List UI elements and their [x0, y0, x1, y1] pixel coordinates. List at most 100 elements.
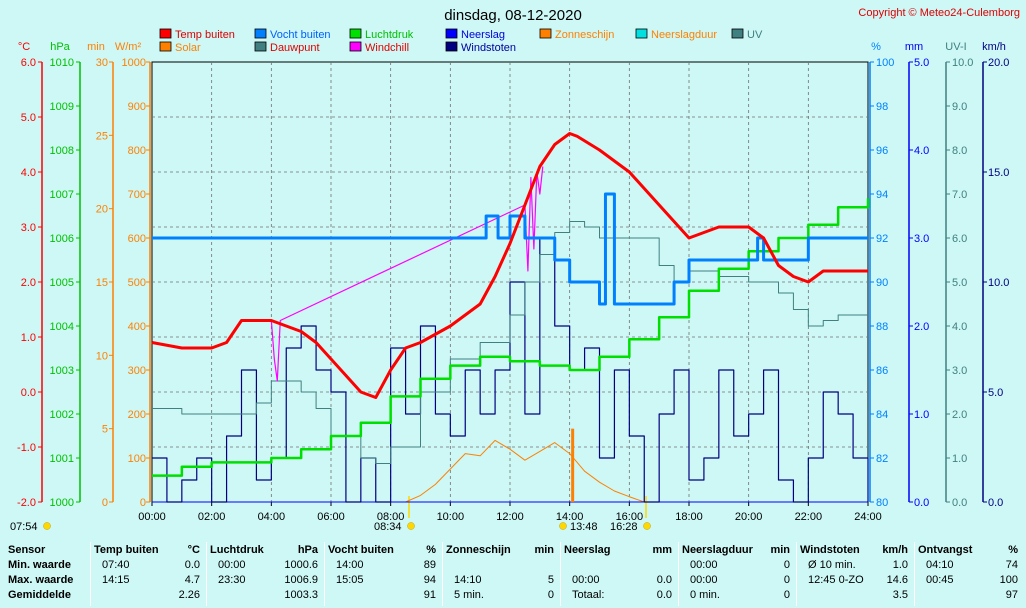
- humidity-axis-tick-label: 82: [876, 453, 888, 465]
- time-tick-label: 20:00: [735, 511, 763, 523]
- footer-column-header: Ontvangst: [918, 544, 973, 556]
- footer-value: 5: [547, 574, 554, 586]
- sun-icon: [559, 522, 567, 530]
- humidity-axis-tick-label: 94: [876, 189, 888, 201]
- footer-column-windstoten: Windstoten km/h Ø 10 min. 1.0 12:45 0-ZO 14.6…: [800, 540, 912, 608]
- footer-column-temp-buiten: Temp buiten °C 07:40 0.0 14:15 4.7 2.26: [94, 540, 204, 608]
- solar-axis-unit: W/m²: [115, 41, 142, 53]
- footer-value: 3.5: [892, 589, 908, 601]
- legend-label: Windstoten: [461, 42, 516, 54]
- footer-column-header: Neerslagduur: [682, 544, 753, 556]
- rain-axis-tick-label: 3.0: [914, 233, 929, 245]
- humidity-axis-tick-label: 80: [876, 497, 888, 509]
- footer-separator: [442, 542, 443, 606]
- footer-time: 00:00: [572, 574, 600, 586]
- footer-column-header: Luchtdruk: [210, 544, 264, 556]
- footer-value: 91: [423, 589, 436, 601]
- footer-value: 0: [783, 574, 790, 586]
- sun-marker-label: 08:34: [374, 521, 402, 533]
- temp-axis-unit: °C: [18, 41, 30, 53]
- uv-axis-tick-label: 6.0: [952, 233, 967, 245]
- solar-axis-tick-label: 300: [128, 365, 146, 377]
- footer-value: 4.7: [184, 574, 200, 586]
- footer-value: 0: [783, 589, 790, 601]
- humidity-axis-tick-label: 98: [876, 101, 888, 113]
- sunshine-axis-tick-label: 0: [102, 497, 108, 509]
- footer-value: 2.26: [178, 589, 200, 601]
- footer-column-unit: %: [1008, 544, 1018, 556]
- legend-label: Temp buiten: [175, 29, 235, 41]
- legend-swatch: [635, 28, 648, 39]
- legend-label: Dauwpunt: [270, 42, 320, 54]
- wind-axis-unit: km/h: [982, 41, 1006, 53]
- legend-label: Solar: [175, 42, 201, 54]
- legend-label: Windchill: [365, 42, 409, 54]
- footer-row-label: Min. waarde: [8, 559, 71, 571]
- footer-column-unit: min: [534, 544, 554, 556]
- humidity-axis-tick-label: 100: [876, 57, 894, 69]
- footer-sensor-column: Sensor Min. waarde Max. waarde Gemiddelde: [8, 540, 88, 608]
- footer-separator: [796, 542, 797, 606]
- series-dauwpunt: [152, 221, 868, 464]
- footer-separator: [206, 542, 207, 606]
- footer-time: 00:00: [690, 559, 718, 571]
- footer-separator: [324, 542, 325, 606]
- footer-column-vocht-buiten: Vocht buiten% 14:00 89 15:05 94 91: [328, 540, 440, 608]
- footer-column-unit: °C: [187, 544, 200, 556]
- footer-row-label: Gemiddelde: [8, 589, 71, 601]
- rain-axis-tick-label: 1.0: [914, 409, 929, 421]
- footer-column-header: Temp buiten: [94, 544, 159, 556]
- rain-axis-unit: mm: [905, 41, 923, 53]
- uv-axis-tick-label: 1.0: [952, 453, 967, 465]
- sunshine-axis-tick-label: 5: [102, 424, 108, 436]
- time-tick-label: 22:00: [795, 511, 823, 523]
- copyright: Copyright © Meteo24-Culemborg: [858, 7, 1020, 19]
- footer-value: 0.0: [184, 559, 200, 571]
- footer-separator: [90, 542, 91, 606]
- sunshine-axis-tick-label: 15: [96, 277, 108, 289]
- sun-icon: [643, 522, 651, 530]
- footer-value: 0: [783, 559, 790, 571]
- footer-time: 14:15: [102, 574, 130, 586]
- uv-axis-tick-label: 9.0: [952, 101, 967, 113]
- solar-axis-tick-label: 100: [128, 453, 146, 465]
- footer-value: 1000.6: [284, 559, 318, 571]
- legend-swatch: [349, 28, 362, 39]
- sun-icon: [407, 522, 415, 530]
- legend-label: Zonneschijn: [555, 29, 614, 41]
- uv-axis-tick-label: 2.0: [952, 409, 967, 421]
- pressure-axis-tick-label: 1006: [50, 233, 74, 245]
- footer-column-unit: km/h: [882, 544, 908, 556]
- footer-time: 12:45 0-ZO: [808, 574, 864, 586]
- humidity-axis-tick-label: 96: [876, 145, 888, 157]
- time-tick-label: 16:00: [616, 511, 644, 523]
- legend-label: Vocht buiten: [270, 29, 331, 41]
- footer-time: Ø 10 min.: [808, 559, 856, 571]
- solar-axis-tick-label: 600: [128, 233, 146, 245]
- footer-time: 07:40: [102, 559, 130, 571]
- sunshine-axis-tick-label: 10: [96, 350, 108, 362]
- uv-axis-tick-label: 3.0: [952, 365, 967, 377]
- sun-marker-label: 07:54: [10, 521, 38, 533]
- humidity-axis-tick-label: 92: [876, 233, 888, 245]
- footer-time: 00:45: [926, 574, 954, 586]
- temp-axis-tick-label: -1.0: [17, 442, 36, 454]
- pressure-axis-tick-label: 1000: [50, 497, 74, 509]
- footer-time: Totaal:: [572, 589, 605, 601]
- footer-value: 14.6: [886, 574, 908, 586]
- series-windchill: [270, 166, 544, 382]
- footer-column-neerslagduur: Neerslagduur min 00:00 0 00:00 0 0 min. 0: [682, 540, 794, 608]
- legend-swatch: [254, 41, 267, 52]
- pressure-axis-tick-label: 1010: [50, 57, 74, 69]
- uv-axis-unit: UV-I: [945, 41, 966, 53]
- humidity-axis-tick-label: 84: [876, 409, 888, 421]
- solar-axis-tick-label: 500: [128, 277, 146, 289]
- footer-value: 1.0: [892, 559, 908, 571]
- temp-axis-tick-label: 0.0: [21, 387, 36, 399]
- sunshine-axis-unit: min: [87, 41, 105, 53]
- pressure-axis-unit: hPa: [50, 41, 70, 53]
- legend-swatch: [254, 28, 267, 39]
- series-zonneschijn-bar: [571, 428, 575, 502]
- time-tick-label: 04:00: [258, 511, 286, 523]
- sunshine-axis-tick-label: 20: [96, 204, 108, 216]
